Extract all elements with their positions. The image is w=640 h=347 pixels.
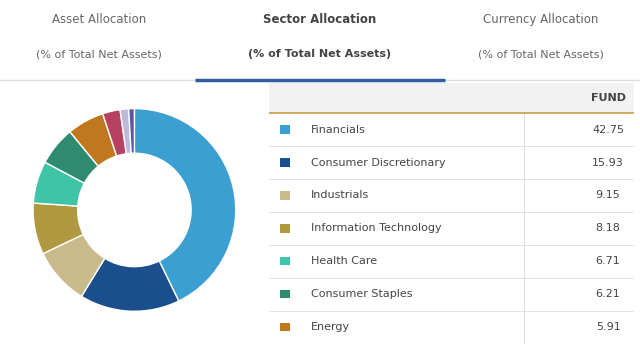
Text: 6.71: 6.71: [596, 256, 620, 266]
Bar: [280, 290, 290, 298]
Text: Health Care: Health Care: [311, 256, 377, 266]
Text: (% of Total Net Assets): (% of Total Net Assets): [36, 49, 162, 59]
Bar: [280, 126, 290, 134]
Text: Financials: Financials: [311, 125, 365, 135]
Text: Information Technology: Information Technology: [311, 223, 442, 234]
Bar: [280, 323, 290, 331]
Text: 9.15: 9.15: [596, 191, 620, 201]
Wedge shape: [70, 114, 116, 166]
Text: Energy: Energy: [311, 322, 350, 332]
Wedge shape: [81, 258, 179, 311]
Bar: [269, 83, 634, 113]
Wedge shape: [43, 235, 105, 296]
Text: 6.21: 6.21: [596, 289, 620, 299]
Bar: [280, 191, 290, 200]
Wedge shape: [33, 162, 84, 206]
Bar: [280, 257, 290, 265]
Text: (% of Total Net Assets): (% of Total Net Assets): [248, 49, 392, 59]
Text: (% of Total Net Assets): (% of Total Net Assets): [478, 49, 604, 59]
Text: 42.75: 42.75: [592, 125, 624, 135]
Wedge shape: [102, 110, 126, 156]
Text: Currency Allocation: Currency Allocation: [483, 14, 598, 26]
Text: Consumer Staples: Consumer Staples: [311, 289, 412, 299]
Text: 8.18: 8.18: [596, 223, 621, 234]
Text: 15.93: 15.93: [592, 158, 624, 168]
Bar: [280, 224, 290, 232]
Wedge shape: [120, 109, 131, 154]
Text: 5.91: 5.91: [596, 322, 620, 332]
Bar: [280, 158, 290, 167]
Wedge shape: [45, 132, 99, 183]
Text: FUND: FUND: [591, 93, 625, 103]
Wedge shape: [134, 109, 236, 301]
Text: Consumer Discretionary: Consumer Discretionary: [311, 158, 445, 168]
Text: Industrials: Industrials: [311, 191, 369, 201]
Text: Sector Allocation: Sector Allocation: [264, 14, 376, 26]
Wedge shape: [33, 203, 83, 254]
Wedge shape: [129, 109, 134, 153]
Text: Asset Allocation: Asset Allocation: [52, 14, 147, 26]
